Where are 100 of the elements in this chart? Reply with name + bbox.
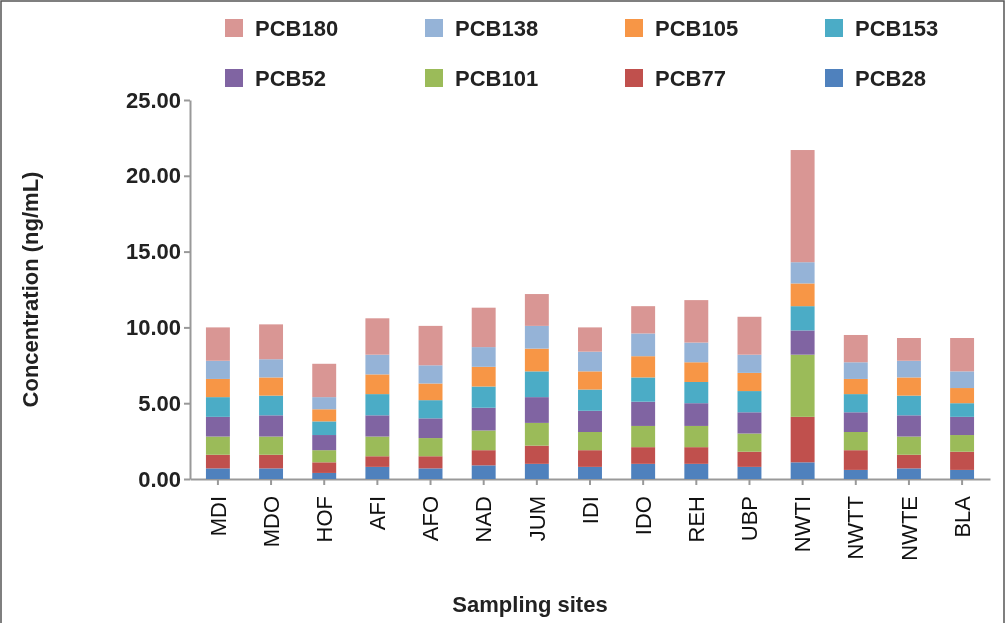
bar bbox=[843, 412, 868, 432]
x-tick-label: AFO bbox=[418, 496, 444, 542]
bar bbox=[365, 354, 390, 375]
bar bbox=[418, 456, 443, 469]
bar bbox=[684, 381, 709, 404]
bar bbox=[471, 450, 496, 466]
bar bbox=[578, 432, 602, 451]
bar bbox=[524, 294, 549, 326]
bar bbox=[524, 397, 549, 423]
bar bbox=[950, 371, 975, 389]
bar bbox=[896, 468, 921, 479]
bar bbox=[205, 397, 230, 417]
bar bbox=[312, 409, 337, 422]
bar bbox=[418, 418, 443, 439]
bar bbox=[737, 316, 762, 355]
legend-label: PCB77 bbox=[655, 66, 726, 91]
bar bbox=[205, 454, 230, 469]
bar bbox=[790, 462, 815, 479]
bar bbox=[790, 150, 815, 263]
bar bbox=[950, 338, 975, 372]
bar bbox=[524, 348, 549, 372]
bar bbox=[843, 362, 868, 379]
bar bbox=[259, 468, 284, 479]
bar bbox=[418, 383, 443, 401]
bar bbox=[312, 397, 337, 410]
bar bbox=[578, 351, 602, 372]
bar bbox=[524, 445, 549, 464]
bar bbox=[365, 394, 390, 416]
bar bbox=[524, 371, 549, 398]
x-tick-label: NAD bbox=[471, 496, 497, 543]
bar bbox=[684, 342, 709, 363]
x-tick-label: NWTT bbox=[843, 496, 869, 560]
bar bbox=[524, 325, 549, 349]
bar bbox=[631, 463, 656, 479]
bar bbox=[737, 354, 762, 373]
bar bbox=[365, 436, 390, 457]
bar bbox=[896, 436, 921, 455]
bar bbox=[471, 307, 496, 348]
bar bbox=[471, 366, 496, 387]
bar bbox=[312, 472, 337, 479]
y-tick-label: 20.00 bbox=[125, 163, 181, 189]
bar bbox=[578, 389, 602, 411]
bar bbox=[578, 466, 602, 479]
bar bbox=[790, 330, 815, 355]
legend-label: PCB105 bbox=[655, 16, 739, 41]
bar bbox=[843, 394, 868, 413]
bar bbox=[950, 403, 975, 417]
y-tick-label: 0.00 bbox=[138, 466, 181, 492]
x-tick-label: NWTI bbox=[790, 496, 816, 553]
y-axis-title: Concentration (ng/mL) bbox=[18, 171, 43, 408]
bar bbox=[259, 377, 284, 396]
bar bbox=[205, 378, 230, 398]
x-tick-label: HOF bbox=[311, 496, 337, 543]
bar bbox=[418, 400, 443, 419]
x-tick-label: MDO bbox=[258, 496, 284, 548]
y-tick-label: 5.00 bbox=[138, 390, 181, 416]
bar bbox=[896, 377, 921, 396]
bar bbox=[259, 454, 284, 469]
bar bbox=[684, 463, 709, 479]
y-tick-label: 25.00 bbox=[125, 87, 181, 113]
bar bbox=[578, 410, 602, 432]
bar bbox=[790, 306, 815, 331]
bar bbox=[259, 436, 284, 455]
x-tick-label: JUM bbox=[524, 496, 550, 542]
x-tick-label: MDI bbox=[205, 496, 231, 537]
bar bbox=[259, 415, 284, 437]
bar bbox=[631, 356, 656, 378]
bar bbox=[631, 425, 656, 448]
legend-label: PCB28 bbox=[855, 66, 926, 91]
x-axis-title: Sampling sites bbox=[452, 592, 608, 617]
bar bbox=[205, 360, 230, 379]
bar bbox=[205, 327, 230, 361]
bar bbox=[950, 451, 975, 470]
bar bbox=[631, 401, 656, 426]
x-tick-label: IDO bbox=[630, 496, 656, 536]
bar bbox=[684, 403, 709, 426]
bar bbox=[843, 469, 868, 479]
bar bbox=[843, 378, 868, 395]
bar bbox=[790, 283, 815, 307]
bar bbox=[896, 395, 921, 416]
bar bbox=[631, 377, 656, 402]
bar bbox=[950, 416, 975, 436]
bar bbox=[684, 300, 709, 343]
bar bbox=[578, 450, 602, 467]
bar bbox=[896, 338, 921, 361]
bar bbox=[578, 371, 602, 390]
bar bbox=[471, 430, 496, 451]
bar bbox=[896, 415, 921, 437]
bar bbox=[578, 327, 602, 352]
bar bbox=[365, 466, 390, 479]
x-tick-label: BLA bbox=[949, 495, 975, 538]
bar bbox=[737, 451, 762, 467]
bar bbox=[259, 395, 284, 416]
legend-label: PCB52 bbox=[255, 66, 326, 91]
bar bbox=[684, 425, 709, 448]
y-tick-label: 10.00 bbox=[125, 314, 181, 340]
bar bbox=[471, 465, 496, 479]
bar bbox=[843, 450, 868, 470]
legend-label: PCB138 bbox=[455, 16, 539, 41]
bar bbox=[843, 334, 868, 363]
